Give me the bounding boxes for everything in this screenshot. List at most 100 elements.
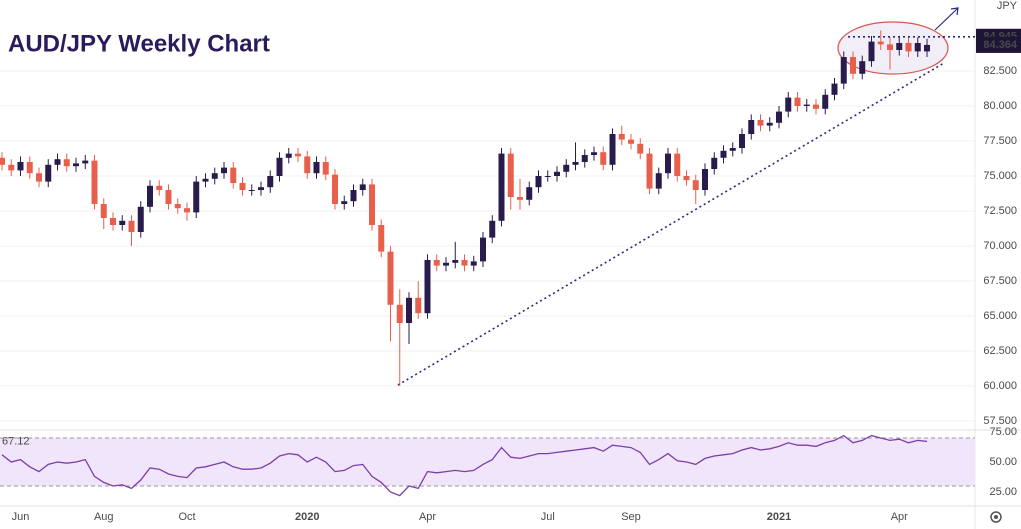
candle-body bbox=[202, 178, 209, 182]
candle-body bbox=[128, 220, 135, 232]
candle-body bbox=[803, 104, 810, 106]
candle-body bbox=[82, 160, 89, 164]
candle-body bbox=[26, 162, 33, 174]
candle-body bbox=[63, 159, 70, 167]
candle-body bbox=[729, 148, 736, 151]
candle-body bbox=[646, 153, 653, 189]
y-tick-label: 57.500 bbox=[983, 415, 1017, 427]
candle-body bbox=[655, 173, 662, 189]
candle-body bbox=[692, 180, 699, 190]
candle-body bbox=[258, 187, 264, 190]
candle-body bbox=[110, 218, 116, 225]
x-tick-label: Apr bbox=[419, 511, 436, 523]
candle-body bbox=[433, 260, 440, 266]
candle-body bbox=[748, 120, 755, 134]
candle-body bbox=[739, 134, 745, 148]
candle-body bbox=[406, 297, 412, 323]
x-tick-label: 2021 bbox=[767, 511, 791, 523]
candle-body bbox=[757, 120, 764, 126]
x-tick-label: Jun bbox=[12, 511, 30, 523]
candle-body bbox=[350, 190, 357, 202]
candle-body bbox=[637, 143, 644, 154]
candle-body bbox=[498, 153, 505, 221]
y-tick-label: 70.000 bbox=[983, 240, 1017, 252]
candle-body bbox=[526, 187, 533, 200]
candle-body bbox=[776, 111, 782, 123]
candle-body bbox=[618, 134, 625, 140]
x-tick-label: Aug bbox=[94, 511, 114, 523]
candle-body bbox=[369, 184, 375, 225]
candle-body bbox=[45, 164, 52, 182]
candle-body bbox=[267, 176, 274, 188]
level-label: 84.364 bbox=[983, 39, 1018, 51]
y-tick-label: 60.000 bbox=[983, 380, 1017, 392]
x-tick-label: 2020 bbox=[295, 511, 319, 523]
candle-body bbox=[193, 181, 200, 213]
candle-body bbox=[54, 159, 61, 165]
candle-body bbox=[887, 44, 893, 50]
candle-body bbox=[165, 190, 172, 204]
candle-body bbox=[544, 176, 551, 177]
currency-label: JPY bbox=[997, 0, 1018, 12]
candle-body bbox=[378, 225, 385, 252]
support-trendline bbox=[397, 62, 945, 386]
candle-body bbox=[359, 184, 366, 190]
candle-body bbox=[8, 164, 15, 171]
candle-body bbox=[147, 185, 153, 207]
candle-body bbox=[563, 164, 570, 172]
candle-body bbox=[535, 176, 542, 188]
candle-body bbox=[156, 185, 163, 190]
candle-body bbox=[0, 157, 5, 165]
candle-body bbox=[840, 57, 847, 84]
candle-body bbox=[572, 162, 579, 165]
candle-body bbox=[137, 206, 144, 232]
candle-body bbox=[230, 167, 237, 183]
candle-body bbox=[239, 183, 246, 190]
rsi-tick-label: 25.00 bbox=[989, 486, 1017, 498]
candle-body bbox=[914, 43, 921, 52]
candle-body bbox=[73, 163, 79, 167]
candle-body bbox=[248, 190, 255, 191]
y-tick-label: 67.500 bbox=[983, 275, 1017, 287]
candle-body bbox=[424, 260, 431, 314]
candle-body bbox=[785, 97, 792, 112]
candle-body bbox=[720, 150, 727, 158]
y-tick-label: 65.000 bbox=[983, 310, 1017, 322]
y-tick-label: 82.500 bbox=[983, 65, 1017, 77]
candle-body bbox=[184, 208, 190, 213]
rsi-tick-label: 50.00 bbox=[989, 456, 1017, 468]
candle-body bbox=[859, 61, 866, 74]
candle-body bbox=[766, 122, 773, 126]
candle-body bbox=[396, 304, 403, 323]
candle-body bbox=[470, 261, 477, 266]
settings-icon[interactable] bbox=[990, 511, 1002, 523]
level-box bbox=[976, 36, 1021, 53]
rsi-line bbox=[1, 434, 928, 497]
candle-body bbox=[489, 220, 496, 238]
candle-body bbox=[332, 174, 338, 204]
candle-body bbox=[609, 134, 616, 165]
candle-body bbox=[665, 153, 671, 174]
candle-body bbox=[674, 153, 681, 176]
candle-body bbox=[591, 152, 597, 155]
candle-body bbox=[387, 251, 394, 305]
candle-body bbox=[924, 44, 930, 52]
candle-body bbox=[443, 262, 449, 266]
candle-body bbox=[831, 83, 838, 95]
candle-body bbox=[322, 162, 329, 175]
candle-body bbox=[304, 156, 311, 174]
breakout-arrow bbox=[934, 7, 959, 31]
candle-body bbox=[461, 260, 468, 266]
candle-body bbox=[868, 41, 875, 62]
candle-body bbox=[517, 197, 523, 200]
candle-body bbox=[174, 204, 181, 209]
candle-body bbox=[702, 169, 708, 190]
x-tick-label: Oct bbox=[178, 511, 195, 523]
x-tick-label: Apr bbox=[891, 511, 908, 523]
candle-body bbox=[683, 176, 690, 181]
x-tick-label: Sep bbox=[621, 511, 641, 523]
y-tick-label: 77.500 bbox=[983, 135, 1017, 147]
candle-body bbox=[813, 104, 819, 109]
arrow-head bbox=[950, 7, 959, 16]
candle-body bbox=[295, 153, 301, 157]
